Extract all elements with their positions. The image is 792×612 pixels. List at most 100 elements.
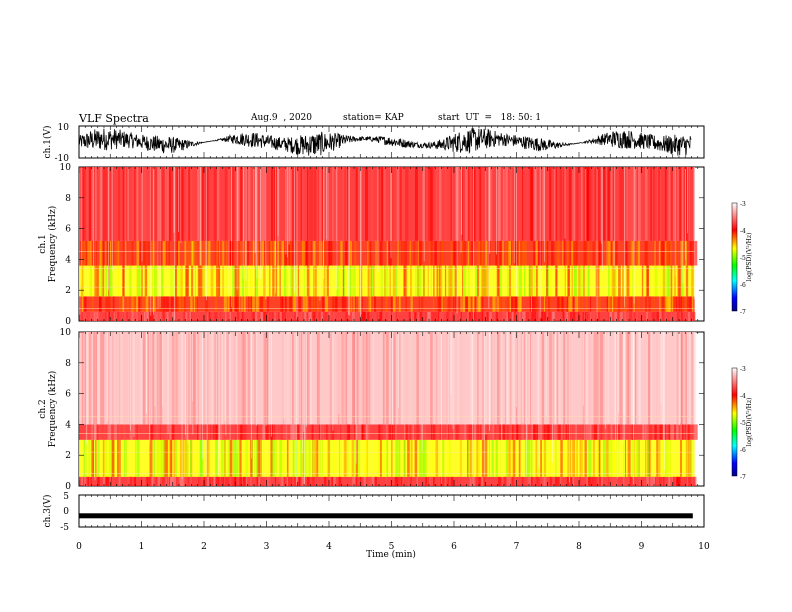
spectrogram-streak — [476, 424, 480, 440]
spectrogram-streak — [107, 332, 111, 425]
spectrogram-streak — [448, 265, 452, 297]
spectrogram-streak — [302, 167, 304, 241]
spectrogram-streak — [493, 311, 496, 321]
spectrogram-streak — [550, 332, 553, 425]
spectrogram-streak — [332, 167, 334, 241]
spectrogram-streak — [616, 311, 619, 321]
spectrogram-streak — [492, 424, 495, 440]
spectrogram-streak — [354, 240, 356, 266]
spectrogram-streak — [467, 311, 469, 321]
spectrogram-streak — [594, 332, 597, 425]
spectrogram-streak — [84, 476, 88, 486]
spectrogram-streak — [234, 265, 238, 297]
spectrogram-gap — [596, 167, 598, 319]
spectrogram-streak — [273, 311, 276, 321]
spectrogram-streak — [415, 265, 417, 297]
ch3-ytick-bottom: -5 — [60, 523, 69, 533]
spectrogram-streak — [599, 424, 603, 440]
spectrogram-gap — [236, 167, 238, 291]
spectrogram-streak — [239, 240, 242, 266]
spectrogram-gap — [319, 167, 321, 301]
spectrogram-streak — [118, 424, 121, 440]
spectrogram-streak — [579, 311, 583, 321]
date-label: Aug.9 , 2020 — [251, 113, 312, 123]
spectrogram-streak — [403, 439, 406, 477]
spectrogram-streak — [496, 296, 500, 312]
spectrogram-streak — [150, 332, 153, 425]
ch3-xticks — [78, 495, 705, 527]
spectrogram-streak — [278, 311, 280, 321]
spectrogram-streak — [379, 424, 383, 440]
spectrogram-streak — [439, 296, 442, 312]
spectrogram-streak — [260, 311, 263, 321]
spectrogram-streak — [632, 265, 634, 297]
spectrogram-streak — [216, 424, 219, 440]
spectrogram-streak — [492, 296, 496, 312]
spectrogram-streak — [654, 476, 657, 486]
spectrogram-streak — [170, 296, 174, 312]
spectrogram-streak — [671, 424, 675, 440]
spectrogram-streak — [669, 424, 672, 440]
spectrogram-gap — [390, 167, 392, 259]
spectrogram-streak — [180, 439, 183, 477]
spectrogram-streak — [257, 476, 259, 486]
spectrogram-streak — [110, 265, 113, 297]
spectrogram-gap — [421, 332, 423, 452]
spectrogram-streak — [294, 167, 297, 241]
spectrogram-streak — [81, 167, 84, 241]
spectrogram-streak — [485, 167, 487, 241]
spectrogram-streak — [588, 332, 592, 425]
spectrogram-gap — [564, 167, 566, 239]
spectrogram-streak — [531, 424, 533, 440]
spectrogram-streak — [542, 439, 545, 477]
spectrogram-streak — [187, 332, 190, 425]
spectrogram-streak — [269, 311, 271, 321]
spectrogram-streak — [571, 265, 574, 297]
spectrogram-gap — [303, 332, 305, 433]
spectrogram-streak — [273, 424, 276, 440]
spectrogram-streak — [498, 476, 502, 486]
spectrogram-streak — [543, 296, 546, 312]
spectrogram-streak — [536, 332, 540, 425]
spectrogram-streak — [385, 332, 388, 425]
spectrogram-streak — [84, 311, 86, 321]
spectrogram-streak — [101, 240, 105, 266]
spectrogram-streak — [608, 265, 611, 297]
spectrogram-streak — [208, 332, 212, 425]
spectrogram-streak — [620, 311, 623, 321]
y-tick-label: 0 — [65, 482, 71, 492]
spectrogram-streak — [99, 296, 102, 312]
spectrogram-streak — [579, 439, 582, 477]
spectrogram-streak — [300, 332, 304, 425]
x-tick-label: 8 — [576, 542, 582, 552]
spectrogram-streak — [462, 296, 465, 312]
spectrogram-streak — [184, 311, 187, 321]
spectrogram-streak — [450, 476, 454, 486]
spectrogram-streak — [263, 332, 266, 425]
spectrogram-streak — [205, 296, 209, 312]
spectrogram-streak — [358, 424, 361, 440]
spectrogram-streak — [548, 424, 552, 440]
spectrogram-streak — [361, 424, 364, 440]
spectrogram-streak — [160, 424, 162, 440]
spectrogram-streak — [371, 167, 373, 241]
spectrogram-streak — [439, 311, 441, 321]
spectrogram-streak — [417, 265, 421, 297]
spectrogram-streak — [357, 332, 361, 425]
spectrogram-streak — [402, 167, 405, 241]
spectrogram-gap — [242, 167, 244, 279]
spectrogram-streak — [559, 167, 562, 241]
spectrogram-streak — [543, 311, 547, 321]
spectrogram-streak — [296, 476, 299, 486]
spectrogram-streak — [196, 439, 199, 477]
spectrogram-streak — [432, 424, 434, 440]
spectrogram-streak — [141, 167, 144, 241]
spectrogram-streak — [459, 311, 462, 321]
spectrogram-streak — [81, 296, 84, 312]
spectrogram-streak — [572, 476, 575, 486]
spectrogram-streak — [377, 439, 381, 477]
spectrogram-streak — [477, 265, 480, 297]
spectrogram-streak — [108, 311, 111, 321]
spectrogram-streak — [189, 311, 192, 321]
spectrogram-streak — [181, 167, 185, 241]
